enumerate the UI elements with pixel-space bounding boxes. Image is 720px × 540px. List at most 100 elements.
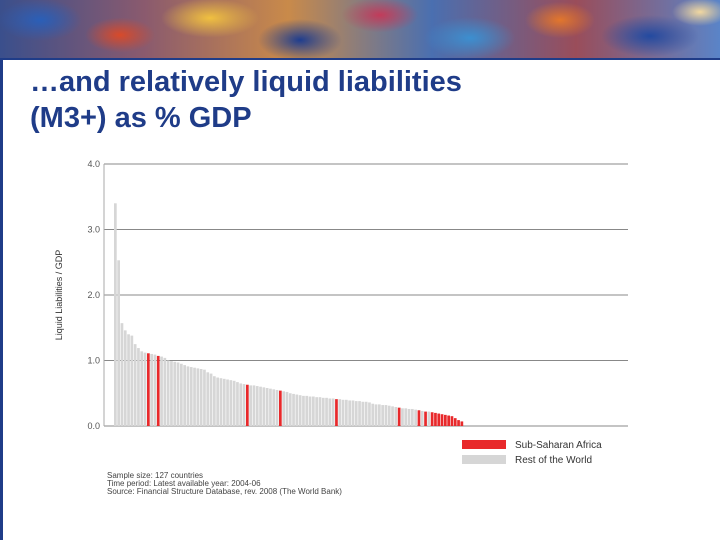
- bar-rest-of-world: [213, 376, 216, 426]
- y-tick-label: 1.0: [87, 356, 100, 366]
- legend: Sub-Saharan Africa Rest of the World: [462, 440, 602, 466]
- bar-rest-of-world: [209, 373, 213, 426]
- bar-rest-of-world: [305, 395, 309, 426]
- chart-notes: Sample size: 127 countries Time period: …: [107, 472, 342, 496]
- legend-swatch-ssa: [462, 440, 506, 449]
- y-tick-label: 0.0: [87, 421, 100, 431]
- bar-rest-of-world: [321, 397, 325, 426]
- slide-title: …and relatively liquid liabilities (M3+)…: [30, 64, 710, 136]
- bar-rest-of-world: [374, 404, 378, 426]
- bar-rest-of-world: [295, 394, 299, 426]
- bar-rest-of-world: [364, 401, 368, 426]
- bar-rest-of-world: [239, 383, 243, 426]
- bar-rest-of-world: [378, 404, 381, 426]
- bar-rest-of-world: [341, 399, 345, 426]
- bar-rest-of-world: [176, 362, 180, 426]
- legend-label-rest: Rest of the World: [515, 455, 592, 466]
- bar-rest-of-world: [358, 401, 361, 426]
- bar-rest-of-world: [285, 391, 289, 426]
- bar-rest-of-world: [391, 406, 394, 426]
- bar-rest-of-world: [351, 400, 355, 426]
- bar-rest-of-world: [180, 363, 183, 426]
- bar-rest-of-world: [354, 401, 358, 426]
- bar-rest-of-world: [123, 330, 127, 426]
- bar-rest-of-world: [150, 353, 153, 426]
- bar-rest-of-world: [183, 365, 186, 426]
- bar-rest-of-world: [262, 387, 266, 426]
- bar-sub-saharan-africa: [246, 384, 249, 426]
- bar-sub-saharan-africa: [279, 390, 282, 426]
- bar-rest-of-world: [170, 361, 173, 426]
- bar-sub-saharan-africa: [434, 412, 437, 426]
- bar-rest-of-world: [404, 408, 408, 426]
- bar-sub-saharan-africa: [417, 410, 421, 426]
- bar-sub-saharan-africa: [444, 414, 447, 426]
- bar-rest-of-world: [411, 408, 414, 426]
- y-axis-title: Liquid Liabilities / GDP: [54, 250, 64, 341]
- bar-rest-of-world: [127, 334, 130, 426]
- bar-rest-of-world: [312, 396, 315, 426]
- bar-sub-saharan-africa: [460, 421, 464, 426]
- bar-sub-saharan-africa: [430, 412, 434, 426]
- bar-rest-of-world: [275, 389, 279, 426]
- bar-rest-of-world: [242, 384, 246, 426]
- bar-rest-of-world: [328, 398, 332, 426]
- bar-rest-of-world: [114, 203, 117, 426]
- bar-rest-of-world: [249, 385, 252, 426]
- bar-rest-of-world: [282, 391, 285, 426]
- bar-rest-of-world: [199, 369, 203, 426]
- bar-sub-saharan-africa: [335, 399, 338, 426]
- bar-rest-of-world: [166, 360, 170, 426]
- bar-rest-of-world: [407, 408, 411, 426]
- bar-rest-of-world: [394, 407, 398, 426]
- bar-rest-of-world: [259, 386, 262, 426]
- bar-rest-of-world: [186, 366, 190, 426]
- bar-rest-of-world: [302, 395, 305, 426]
- bar-sub-saharan-africa: [397, 407, 401, 426]
- bar-rest-of-world: [345, 399, 348, 426]
- bar-rest-of-world: [401, 408, 404, 426]
- bar-rest-of-world: [232, 380, 236, 426]
- bar-rest-of-world: [222, 378, 226, 426]
- bar-rest-of-world: [193, 367, 196, 426]
- bars: [114, 203, 464, 426]
- bar-rest-of-world: [269, 388, 272, 426]
- bar-rest-of-world: [130, 335, 134, 426]
- bar-sub-saharan-africa: [437, 413, 441, 426]
- bar-sub-saharan-africa: [147, 353, 150, 426]
- y-axis: 0.0 1.0 2.0 3.0 4.0: [87, 159, 105, 431]
- bar-rest-of-world: [288, 393, 292, 426]
- header-rule: [0, 58, 720, 60]
- bar-rest-of-world: [255, 386, 259, 426]
- bar-rest-of-world: [229, 380, 233, 426]
- bar-rest-of-world: [298, 395, 302, 426]
- bar-sub-saharan-africa: [424, 411, 427, 426]
- bar-rest-of-world: [153, 354, 157, 426]
- note-source: Source: Financial Structure Database, re…: [107, 487, 342, 496]
- bar-rest-of-world: [252, 385, 256, 426]
- bar-rest-of-world: [325, 397, 328, 426]
- decorative-banner: [0, 0, 720, 58]
- bar-rest-of-world: [137, 348, 140, 426]
- bar-rest-of-world: [219, 378, 223, 426]
- note-time-period: Time period: Latest available year: 2004…: [107, 479, 261, 488]
- y-tick-label: 3.0: [87, 225, 100, 235]
- bar-rest-of-world: [216, 377, 219, 426]
- bar-sub-saharan-africa: [453, 418, 457, 426]
- bar-rest-of-world: [206, 372, 210, 426]
- bar-rest-of-world: [236, 382, 239, 426]
- bar-rest-of-world: [226, 379, 229, 426]
- bar-rest-of-world: [331, 398, 335, 426]
- bar-rest-of-world: [308, 396, 312, 426]
- bar-rest-of-world: [414, 409, 417, 426]
- bar-rest-of-world: [420, 410, 424, 426]
- bar-sub-saharan-africa: [440, 414, 444, 426]
- bar-rest-of-world: [292, 393, 295, 426]
- bar-rest-of-world: [133, 344, 137, 426]
- bar-rest-of-world: [368, 402, 371, 426]
- slide-title-line2: (M3+) as % GDP: [30, 102, 252, 134]
- bar-rest-of-world: [384, 405, 388, 426]
- bar-rest-of-world: [120, 323, 124, 426]
- bar-rest-of-world: [338, 399, 342, 426]
- bar-rest-of-world: [387, 405, 391, 426]
